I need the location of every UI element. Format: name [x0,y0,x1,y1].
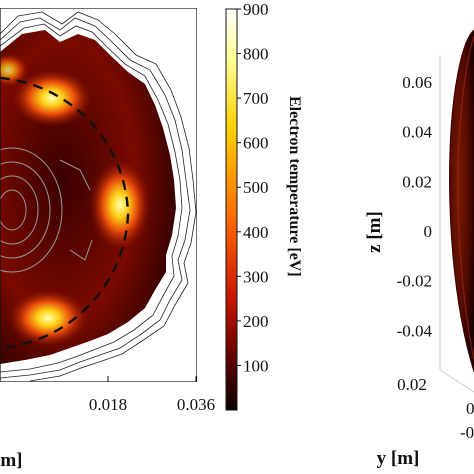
hot-spot-right [88,157,152,253]
colorbar-tick-label: 900 [243,0,269,19]
x-tick-label: 0 [466,399,474,418]
x-tick-label: 0.02 [397,375,427,394]
z-tick-label: -0.04 [397,321,433,340]
plasma-shell [449,29,474,373]
heatmap-x-axis: 0.018 0.036 [m] [0,376,215,471]
colorbar-tick-label: 300 [243,267,269,286]
z-tick-label: 0.02 [402,172,432,191]
colorbar-tick-label: 100 [243,356,269,375]
x-axis-label: [m] [0,450,22,471]
z-axis-label: z [m] [364,211,385,253]
colorbar-label: Electron temperature [eV] [286,96,303,277]
colorbar-gradient [225,8,238,411]
shell-highlight [457,35,474,361]
hot-spot-bottom [6,288,90,348]
colorbar-tick-label: 400 [243,223,269,242]
colorbar-ticks: 900 800 700 600 500 400 300 200 100 [237,0,269,375]
x-tick-label: 0.018 [89,395,127,414]
x-tick-label: -0 [460,423,474,442]
contour-lines [0,11,197,382]
colorbar-tick-label: 700 [243,89,269,108]
x-tick-label: 0.036 [177,395,215,414]
z-tick-label: -0.02 [397,272,432,291]
z-axis-ticks: 0.06 0.04 0.02 0 -0.02 -0.04 [397,73,433,340]
y-axis-label: y [m] [377,448,420,469]
dashed-reference-circle [0,76,130,350]
z-tick-label: 0 [424,222,433,241]
colorbar-tick-label: 600 [243,134,269,153]
inner-contours [0,147,93,273]
heatmap-panel [0,8,197,382]
3d-box-line [439,369,474,393]
colorbar-tick-label: 500 [243,178,269,197]
colorbar: 900 800 700 600 500 400 300 200 100 Electron tem… [225,0,303,411]
colorbar-tick-label: 800 [243,45,269,64]
z-tick-label: 0.04 [402,123,432,142]
hot-spot-top [10,68,94,128]
colorbar-tick-label: 200 [243,312,269,331]
z-tick-label: 0.06 [402,73,432,92]
3d-plot-panel: 0.060.040.020-0.02-0.04 z [m] 0.02 0 -0 … [364,29,474,469]
